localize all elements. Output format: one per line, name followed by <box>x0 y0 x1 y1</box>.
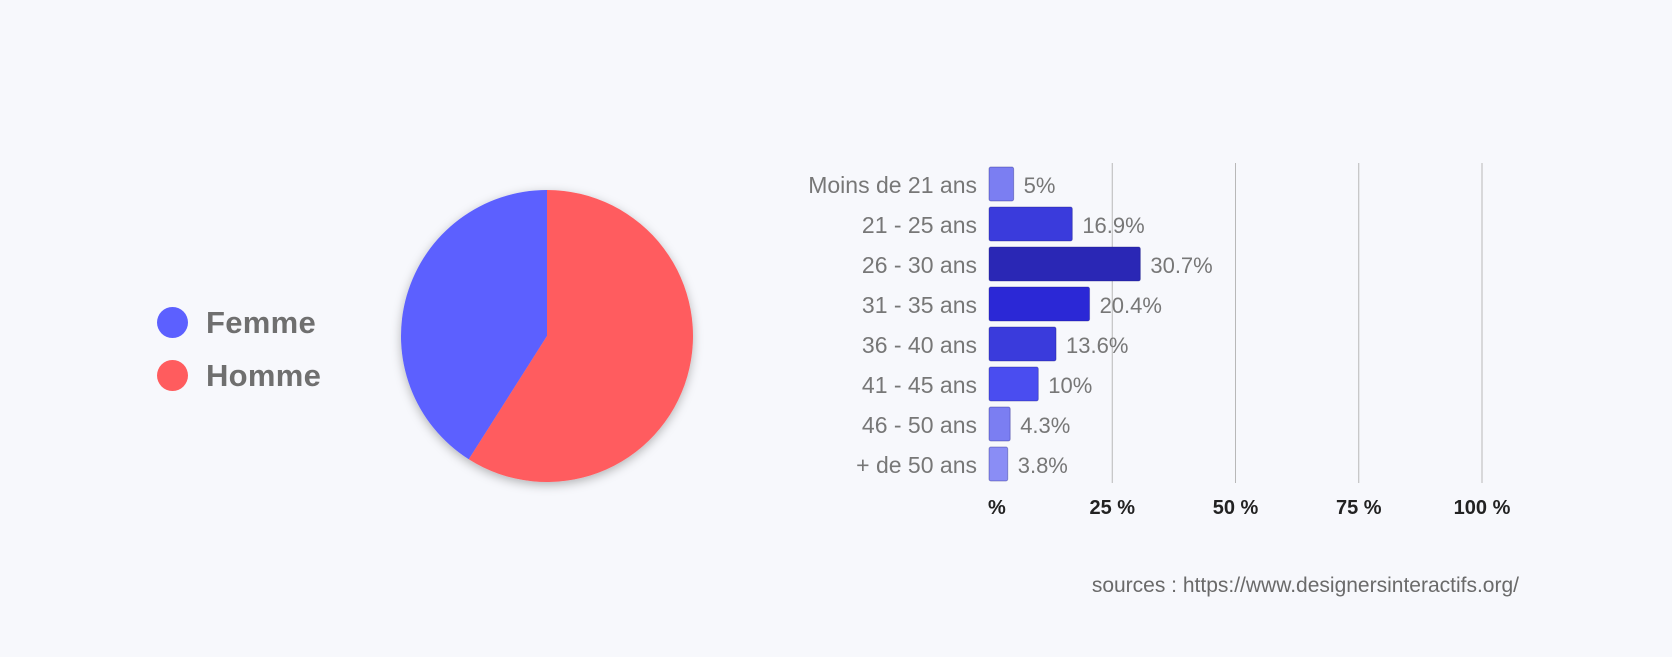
category-label-26-30-ans: 26 - 30 ans <box>862 252 977 278</box>
value-label-41-45-ans: 10% <box>1048 373 1092 398</box>
category-label-36-40-ans: 36 - 40 ans <box>862 332 977 358</box>
bar-46-50-ans <box>988 406 1011 442</box>
category-label-moins-de-21-ans: Moins de 21 ans <box>808 172 977 198</box>
bar-21-25-ans <box>988 206 1073 242</box>
value-label-46-50-ans: 4.3% <box>1020 413 1070 438</box>
value-label-36-40-ans: 13.6% <box>1066 333 1128 358</box>
x-tick-label-25: 25 % <box>1089 497 1135 519</box>
category-label-46-50-ans: 46 - 50 ans <box>862 412 977 438</box>
pie-slice-femme <box>401 190 547 460</box>
legend-item-homme: Homme <box>157 349 321 402</box>
legend-label-homme: Homme <box>206 357 322 393</box>
bar-chart: Moins de 21 ans 5% 21 - 25 ans 16.9% 26 - 30… <box>808 166 1213 482</box>
x-axis: % 25 % 50 % 75 % 100 % <box>988 497 1511 519</box>
legend-label-femme: Femme <box>206 304 317 340</box>
x-tick-label-0: % <box>988 497 1006 519</box>
bar-41-45-ans <box>988 366 1039 402</box>
x-tick-label-50: 50 % <box>1213 497 1259 519</box>
bar-de-50-ans <box>988 446 1009 482</box>
x-tick-label-100: 100 % <box>1454 497 1511 519</box>
source-link[interactable]: sources : https://www.designersinteracti… <box>1091 574 1519 597</box>
bar-26-30-ans <box>988 246 1141 282</box>
category-label-21-25-ans: 21 - 25 ans <box>862 212 977 238</box>
bar-chart-grid <box>1111 163 1483 483</box>
pie-legend: Femme Homme <box>157 296 321 402</box>
value-label-moins-de-21-ans: 5% <box>1024 173 1056 198</box>
legend-swatch-femme <box>157 307 188 338</box>
value-label-26-30-ans: 30.7% <box>1150 253 1212 278</box>
value-label-21-25-ans: 16.9% <box>1082 213 1144 238</box>
bar-moins-de-21-ans <box>988 166 1015 202</box>
category-label-41-45-ans: 41 - 45 ans <box>862 372 977 398</box>
category-label-31-35-ans: 31 - 35 ans <box>862 292 977 318</box>
value-label-de-50-ans: 3.8% <box>1018 453 1068 478</box>
legend-item-femme: Femme <box>157 296 321 349</box>
x-tick-label-75: 75 % <box>1336 497 1382 519</box>
category-label-de-50-ans: + de 50 ans <box>856 452 977 478</box>
legend-swatch-homme <box>157 360 188 391</box>
pie-slice-homme <box>468 190 693 482</box>
bar-36-40-ans <box>988 326 1057 362</box>
value-label-31-35-ans: 20.4% <box>1100 293 1162 318</box>
bar-31-35-ans <box>988 286 1091 322</box>
pie-chart <box>401 190 693 482</box>
